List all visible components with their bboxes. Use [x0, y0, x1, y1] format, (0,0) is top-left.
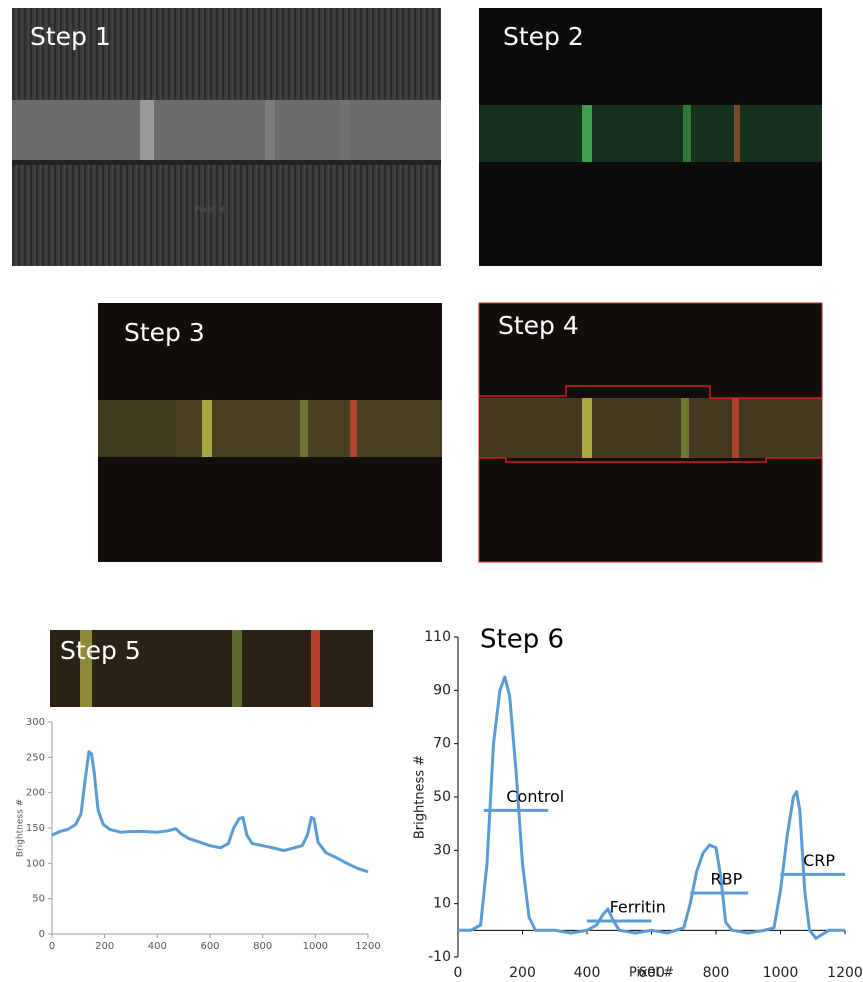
y-tick-label: 250 [26, 752, 45, 763]
y-tick-label: 110 [424, 629, 451, 645]
chart-title: Step 6 [480, 625, 564, 655]
annotation-label: Ferritin [610, 898, 666, 917]
panel-label: Step 3 [124, 318, 205, 347]
step1-image [12, 8, 441, 266]
panel-label: Step 4 [498, 311, 579, 340]
x-tick-label: 600 [200, 941, 219, 952]
y-tick-label: 10 [433, 896, 451, 912]
annotation-label: CRP [803, 851, 835, 870]
x-tick-label: 200 [95, 941, 114, 952]
step2-image [479, 8, 822, 266]
y-tick-label: 50 [433, 789, 451, 805]
x-tick-label: 600 [638, 965, 665, 981]
x-tick-label: 1200 [827, 965, 863, 981]
y-tick-label: 200 [26, 788, 45, 799]
y-axis-label: Brightness # [413, 755, 428, 839]
x-tick-label: 1200 [355, 941, 380, 952]
x-tick-label: 400 [574, 965, 601, 981]
step3-image [98, 303, 442, 562]
y-tick-label: 50 [32, 894, 45, 905]
x-tick-label: 800 [253, 941, 272, 952]
data-line [458, 675, 845, 940]
step5-image [50, 630, 373, 707]
y-tick-label: -10 [428, 949, 451, 965]
y-tick-label: 150 [26, 823, 45, 834]
x-axis-label: Pixel # [629, 966, 674, 981]
y-tick-label: 300 [26, 717, 45, 728]
panel-label: Step 5 [60, 636, 141, 665]
y-tick-label: 30 [433, 842, 451, 858]
x-axis-label: Pixel # [194, 206, 225, 216]
x-tick-label: 200 [509, 965, 536, 981]
step4-image [478, 302, 823, 563]
y-axis-label: Brightness # [16, 799, 26, 857]
panel-label: Step 1 [30, 22, 111, 51]
panel-label: Step 2 [503, 22, 584, 51]
annotation-label: Control [506, 787, 564, 806]
y-tick-label: 100 [26, 858, 45, 869]
x-tick-label: 1000 [303, 941, 328, 952]
x-tick-label: 0 [49, 941, 55, 952]
x-tick-label: 800 [703, 965, 730, 981]
x-tick-label: 1000 [763, 965, 799, 981]
x-tick-label: 0 [454, 965, 463, 981]
y-tick-label: 0 [39, 929, 45, 940]
y-tick-label: 90 [433, 682, 451, 698]
x-tick-label: 400 [148, 941, 167, 952]
y-tick-label: 70 [433, 736, 451, 752]
data-line [51, 750, 369, 874]
annotation-label: RBP [711, 870, 743, 889]
